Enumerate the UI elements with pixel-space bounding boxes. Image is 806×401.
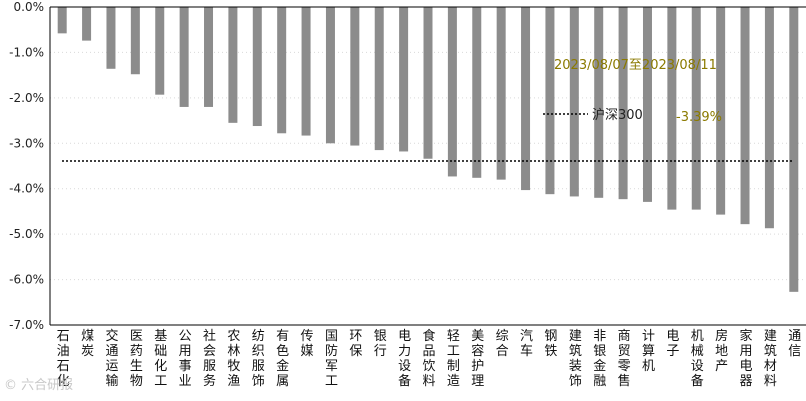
x-tick-labels: 石油石化煤炭交通运输医药生物基础化工公用事业社会服务农林牧渔纺织服饰有色金属传媒… — [57, 328, 802, 389]
x-tick-label: 有色金属 — [276, 329, 289, 389]
x-tick-label: 机械设备 — [691, 329, 704, 389]
bar — [106, 7, 116, 69]
legend-label: 沪深300 — [592, 107, 643, 123]
bar — [179, 7, 189, 107]
x-tick-label: 建筑装饰 — [569, 329, 582, 389]
bar — [472, 7, 482, 178]
x-tick-label: 电力设备 — [398, 329, 411, 389]
x-tick-label: 传媒 — [301, 329, 314, 359]
x-tick-label: 钢铁 — [544, 329, 557, 359]
bar — [57, 7, 67, 34]
x-tick-label: 非银金融 — [593, 329, 606, 389]
x-tick-label: 轻工制造 — [447, 329, 460, 389]
y-tick-label: -7.0% — [9, 318, 44, 332]
bar — [545, 7, 555, 195]
x-tick-label: 计算机 — [642, 329, 655, 374]
x-tick-label: 综合 — [496, 329, 509, 359]
x-tick-label: 纺织服饰 — [252, 329, 265, 389]
x-tick-label: 美容护理 — [471, 329, 484, 389]
x-tick-label: 通信 — [788, 329, 801, 359]
bar — [789, 7, 799, 292]
legend-value: -3.39% — [676, 110, 722, 125]
bar — [155, 7, 165, 95]
bar — [691, 7, 701, 210]
bar — [252, 7, 262, 127]
bar — [325, 7, 335, 144]
bar — [667, 7, 677, 210]
x-tick-label: 煤炭 — [81, 329, 94, 359]
x-tick-label: 商贸零售 — [618, 329, 631, 389]
bar — [642, 7, 652, 202]
bar — [496, 7, 506, 180]
y-tick-label: -1.0% — [9, 45, 44, 59]
x-tick-label: 家用电器 — [740, 328, 753, 389]
x-tick-label: 石油石化 — [57, 329, 70, 389]
bar — [423, 7, 433, 159]
y-tick-label: -6.0% — [9, 273, 44, 287]
bar — [764, 7, 774, 229]
x-tick-label: 农林牧渔 — [227, 329, 240, 389]
x-tick-label: 汽车 — [520, 329, 533, 359]
x-tick-label: 国防军工 — [325, 329, 338, 389]
bar — [594, 7, 604, 198]
bar — [716, 7, 726, 215]
y-tick-labels: 0.0% -1.0% -2.0% -3.0% -4.0% -5.0% -6.0% -7.0% — [9, 0, 44, 332]
bar — [447, 7, 457, 177]
bar — [521, 7, 531, 191]
bar — [301, 7, 311, 136]
bar — [569, 7, 579, 197]
x-tick-label: 电子 — [666, 329, 679, 359]
x-tick-label: 社会服务 — [203, 328, 216, 389]
y-tick-label: -3.0% — [9, 136, 44, 150]
legend: 沪深300 -3.39% — [543, 107, 722, 125]
x-tick-label: 医药生物 — [130, 329, 143, 389]
bar — [228, 7, 238, 123]
watermark: © 六合研报 — [4, 378, 74, 393]
x-tick-label: 建筑材料 — [764, 329, 777, 389]
bars-group — [57, 7, 799, 292]
bar — [130, 7, 140, 75]
y-tick-label: -2.0% — [9, 91, 44, 105]
bar — [350, 7, 360, 146]
axes — [49, 6, 806, 326]
bar — [618, 7, 628, 200]
x-tick-label: 交通运输 — [105, 328, 118, 389]
bar — [740, 7, 750, 225]
y-tick-label: -4.0% — [9, 182, 44, 196]
x-tick-label: 银行 — [374, 329, 387, 359]
y-tick-label: -5.0% — [9, 227, 44, 241]
x-tick-label: 房地产 — [715, 328, 728, 374]
bar — [399, 7, 409, 152]
bar — [82, 7, 92, 41]
period-annotation: 2023/08/07至2023/08/11 — [554, 58, 717, 73]
y-tick-label: 0.0% — [14, 0, 45, 14]
bar — [374, 7, 384, 151]
x-tick-label: 公用事业 — [179, 329, 192, 389]
x-tick-label: 基础化工 — [154, 329, 167, 389]
x-tick-label: 环保 — [349, 329, 362, 359]
x-tick-label: 食品饮料 — [422, 328, 435, 389]
bar — [204, 7, 214, 107]
bar — [277, 7, 287, 134]
